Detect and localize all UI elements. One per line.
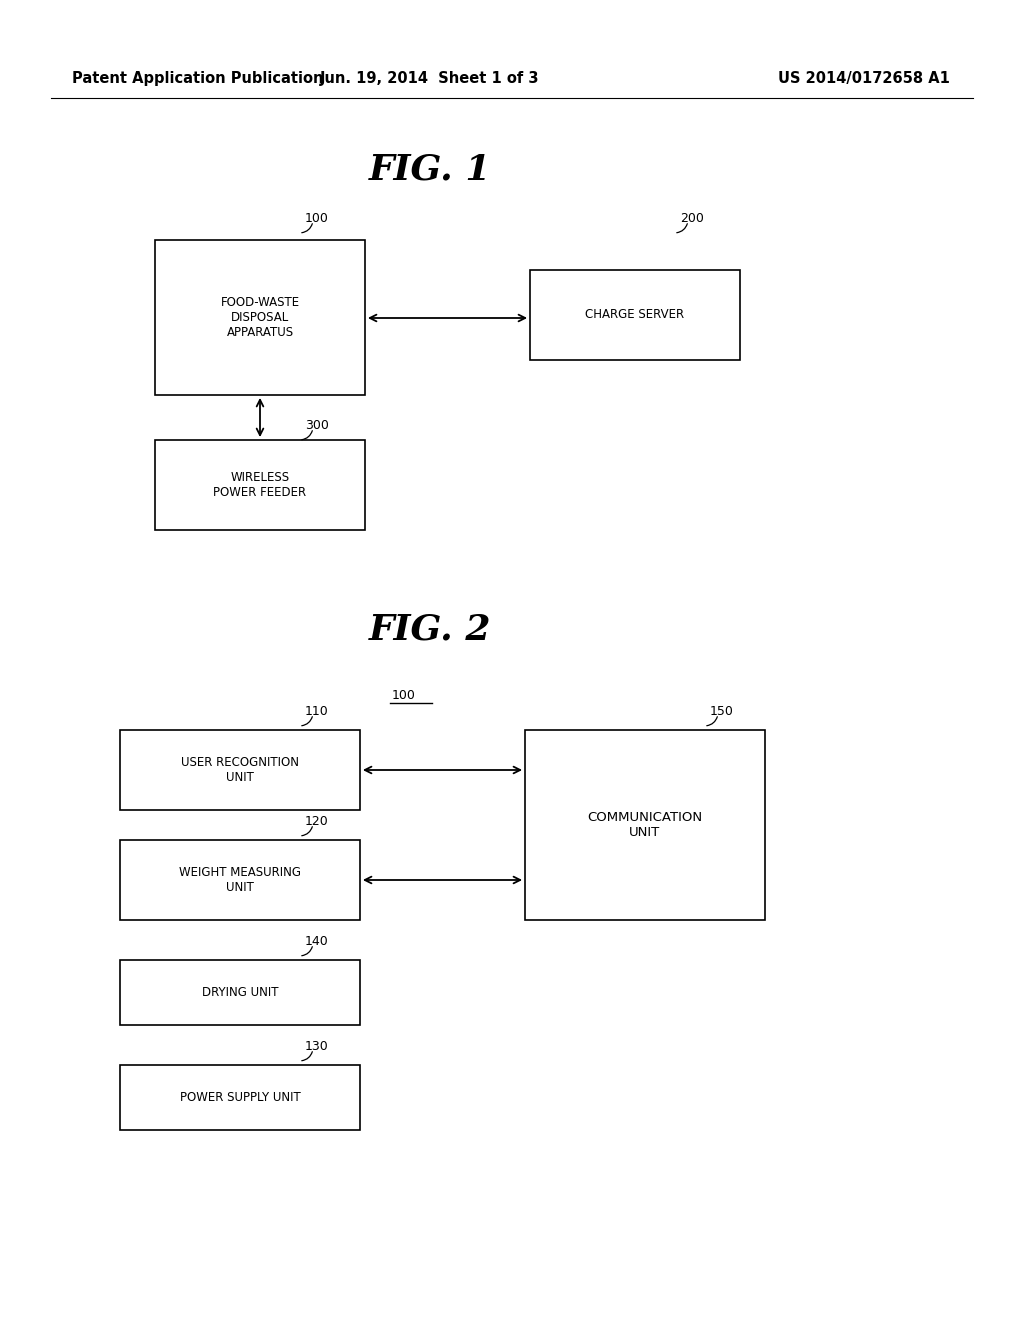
Text: 100: 100 (392, 689, 416, 702)
Text: WIRELESS
POWER FEEDER: WIRELESS POWER FEEDER (213, 471, 306, 499)
Text: CHARGE SERVER: CHARGE SERVER (586, 309, 685, 322)
Text: 140: 140 (305, 935, 329, 948)
Bar (525, 730, 765, 920)
Bar (120, 840, 360, 920)
Text: DRYING UNIT: DRYING UNIT (202, 986, 279, 999)
Text: Jun. 19, 2014  Sheet 1 of 3: Jun. 19, 2014 Sheet 1 of 3 (321, 70, 540, 86)
Bar (155, 240, 365, 395)
Bar (120, 960, 360, 1026)
Bar (120, 1065, 360, 1130)
Bar (120, 730, 360, 810)
Text: FOOD-WASTE
DISPOSAL
APPARATUS: FOOD-WASTE DISPOSAL APPARATUS (220, 296, 300, 339)
Bar (155, 440, 365, 531)
Text: 300: 300 (305, 418, 329, 432)
Bar (530, 271, 740, 360)
Text: COMMUNICATION
UNIT: COMMUNICATION UNIT (588, 810, 702, 840)
Text: FIG. 2: FIG. 2 (369, 612, 492, 647)
Text: USER RECOGNITION
UNIT: USER RECOGNITION UNIT (181, 756, 299, 784)
Text: 110: 110 (305, 705, 329, 718)
Text: 120: 120 (305, 814, 329, 828)
Text: WEIGHT MEASURING
UNIT: WEIGHT MEASURING UNIT (179, 866, 301, 894)
Text: Patent Application Publication: Patent Application Publication (72, 70, 324, 86)
Text: 130: 130 (305, 1040, 329, 1053)
Text: 100: 100 (305, 213, 329, 224)
Text: US 2014/0172658 A1: US 2014/0172658 A1 (778, 70, 950, 86)
Text: 150: 150 (710, 705, 734, 718)
Text: 200: 200 (680, 213, 703, 224)
Text: FIG. 1: FIG. 1 (369, 153, 492, 187)
Text: POWER SUPPLY UNIT: POWER SUPPLY UNIT (179, 1092, 300, 1104)
